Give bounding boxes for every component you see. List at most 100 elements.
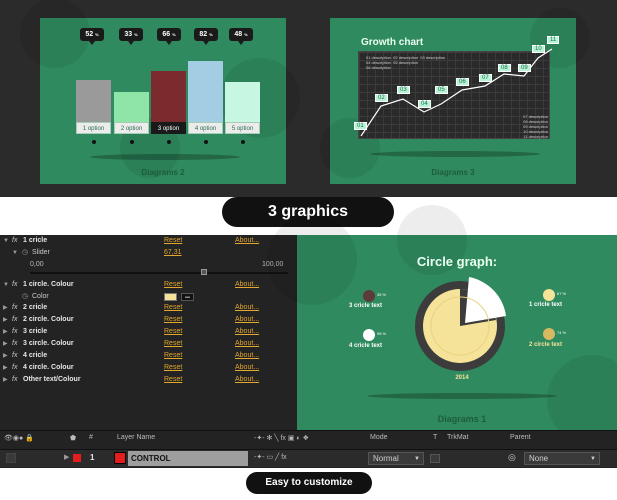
twirl-closed-icon[interactable]: ▶	[3, 365, 8, 371]
eyedropper-icon[interactable]: ▬	[181, 293, 194, 301]
legend-dot	[543, 289, 555, 301]
slider-track[interactable]	[30, 272, 288, 274]
effect-row[interactable]: ▶ fx Other text/Colour Reset About...	[0, 374, 297, 386]
fx-icon: fx	[12, 328, 18, 335]
marker-dot	[92, 140, 96, 144]
switches-row-icons[interactable]: -✦- ▭ ╱ fx	[254, 454, 287, 461]
reset-link[interactable]: Reset	[164, 364, 183, 371]
value-bubble: 48 %	[229, 28, 253, 45]
twirl-closed-icon[interactable]: ▶	[3, 341, 8, 347]
layer-type-icon	[114, 452, 126, 464]
header-parent[interactable]: Parent	[510, 434, 531, 441]
option-label: 1 option	[76, 122, 111, 134]
effect-row[interactable]: ▶ fx 4 cricle Reset About...	[0, 350, 297, 362]
option-label: 3 option	[151, 122, 186, 134]
gear-decoration	[20, 0, 90, 68]
layer-name-field[interactable]: CONTROL	[128, 451, 248, 466]
twirl-open-icon[interactable]: ▼	[3, 282, 9, 288]
about-link[interactable]: About...	[235, 340, 260, 347]
timeline-layer-panel: 👁◉● 🔒 ⬟ # Layer Name -✦- ✻ ╲ fx ▣ ◐ ❖ Mo…	[0, 430, 617, 468]
about-link[interactable]: About...	[235, 316, 260, 323]
stopwatch-icon[interactable]: ◷	[22, 249, 29, 256]
effect-row-1-cricle[interactable]: ▼ fx 1 cricle Reset About...	[0, 235, 297, 247]
option-bar	[225, 82, 260, 122]
mode-select[interactable]: Normal ▼	[368, 452, 424, 465]
slider-thumb[interactable]	[200, 269, 207, 275]
effect-row[interactable]: ▶ fx 2 circle. Colour Reset About...	[0, 314, 297, 326]
gear-decoration	[397, 205, 467, 275]
video-toggle-icon[interactable]	[6, 453, 16, 463]
about-link[interactable]: About...	[235, 304, 260, 311]
description-block: 01 description 02 description 03 descrip…	[366, 55, 446, 70]
visibility-icons[interactable]: 👁◉● 🔒	[4, 435, 34, 442]
reset-link[interactable]: Reset	[164, 316, 183, 323]
twirl-closed-icon[interactable]: ▶	[64, 454, 70, 461]
easy-to-customize-badge: Easy to customize	[246, 472, 372, 494]
effect-controls-panel: ▼ fx 1 cricle Reset About... ▼ ◷ Slider …	[0, 235, 297, 430]
marker-dot	[130, 140, 134, 144]
stopwatch-icon[interactable]: ◷	[22, 293, 29, 300]
option-bar	[188, 61, 223, 122]
fx-icon: fx	[12, 376, 18, 383]
about-link[interactable]: About...	[235, 352, 260, 359]
effect-row[interactable]: ▶ fx 4 circle. Colour Reset About...	[0, 362, 297, 374]
label-tag-icon[interactable]: ⬟	[70, 435, 77, 442]
switches-icons[interactable]: -✦- ✻ ╲ fx ▣ ◐ ❖	[254, 435, 309, 442]
about-link[interactable]: About...	[235, 364, 260, 371]
point-label: 07	[479, 74, 492, 82]
reset-link[interactable]: Reset	[164, 281, 183, 288]
parent-select[interactable]: None ▼	[524, 452, 600, 465]
slider-value[interactable]: 67,31	[164, 249, 182, 256]
about-link[interactable]: About...	[235, 281, 260, 288]
reset-link[interactable]: Reset	[164, 340, 183, 347]
twirl-closed-icon[interactable]: ▶	[3, 305, 8, 311]
effect-row[interactable]: ▶ fx 2 cricle Reset About...	[0, 302, 297, 314]
circle-graph-title: Circle graph:	[416, 254, 498, 269]
header-mode[interactable]: Mode	[370, 434, 388, 441]
twirl-closed-icon[interactable]: ▶	[3, 317, 8, 323]
twirl-closed-icon[interactable]: ▶	[3, 353, 8, 359]
header-trkmat[interactable]: TrkMat	[447, 434, 469, 441]
value-bubble: 33 %	[119, 28, 143, 45]
reset-link[interactable]: Reset	[164, 352, 183, 359]
pick-whip-icon[interactable]: ◎	[508, 452, 516, 462]
graphics-count-badge: 3 graphics	[222, 197, 394, 227]
point-label: 10	[532, 45, 545, 53]
slider-max: 100,00	[262, 261, 284, 268]
slider-min: 0,00	[30, 261, 44, 268]
preserve-transparency-toggle[interactable]	[430, 454, 440, 463]
about-link[interactable]: About...	[235, 328, 260, 335]
about-link[interactable]: About...	[235, 237, 260, 244]
effect-row[interactable]: ▶ fx 3 circle. Colour Reset About...	[0, 338, 297, 350]
diagram-1-preview: Circle graph: 35 % 3 cricle text 98 % 4 …	[267, 205, 617, 445]
reset-link[interactable]: Reset	[164, 328, 183, 335]
layer-color-label[interactable]	[73, 454, 81, 462]
twirl-open-icon[interactable]: ▼	[12, 250, 18, 256]
header-layer-name[interactable]: Layer Name	[117, 434, 156, 441]
option-label: 4 option	[188, 122, 223, 134]
pie-graph	[415, 277, 506, 371]
twirl-closed-icon[interactable]: ▶	[3, 329, 8, 335]
growth-line	[360, 48, 553, 137]
layer-row[interactable]: ▶ 1 CONTROL -✦- ▭ ╱ fx Normal ▼ ◎ None ▼	[0, 449, 617, 467]
chart-title: Growth chart	[361, 37, 424, 48]
reset-link[interactable]: Reset	[164, 376, 183, 383]
effect-row[interactable]: ▶ fx 3 cricle Reset About...	[0, 326, 297, 338]
fx-icon: fx	[12, 281, 18, 288]
diagram-caption: Diagrams 1	[437, 414, 487, 424]
about-link[interactable]: About...	[235, 376, 260, 383]
twirl-open-icon[interactable]: ▼	[3, 238, 9, 244]
color-row: ◷ Color ▬	[0, 291, 297, 303]
slider-row: ▼ ◷ Slider 67,31	[0, 247, 297, 259]
marker-dot	[167, 140, 171, 144]
effect-row-1-circle-colour[interactable]: ▼ fx 1 circle. Colour Reset About...	[0, 279, 297, 291]
header-t[interactable]: T	[433, 434, 438, 441]
point-label: 02	[375, 94, 388, 102]
reset-link[interactable]: Reset	[164, 304, 183, 311]
fx-icon: fx	[12, 364, 18, 371]
value-bubble: 52 %	[80, 28, 104, 45]
color-swatch[interactable]	[164, 293, 177, 301]
twirl-closed-icon[interactable]: ▶	[3, 377, 8, 383]
reset-link[interactable]: Reset	[164, 237, 183, 244]
chevron-down-icon: ▼	[590, 456, 596, 462]
